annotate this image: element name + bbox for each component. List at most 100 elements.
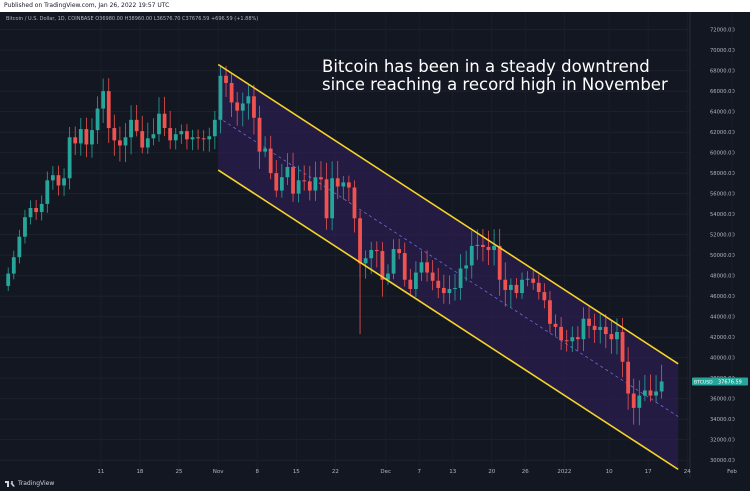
candle[interactable] [307, 181, 312, 191]
candle[interactable] [414, 272, 418, 289]
candle[interactable] [430, 272, 435, 281]
candle[interactable] [319, 177, 323, 180]
candle[interactable] [168, 128, 173, 141]
candle[interactable] [212, 119, 217, 137]
tradingview-logo[interactable]: TradingView [5, 480, 54, 487]
candle[interactable] [84, 129, 89, 145]
candle[interactable] [514, 284, 519, 294]
candle[interactable] [6, 273, 11, 286]
candle[interactable] [95, 108, 100, 131]
candle[interactable] [592, 325, 597, 330]
candle[interactable] [520, 279, 524, 294]
candle[interactable] [346, 182, 351, 188]
candle[interactable] [252, 96, 256, 118]
candle[interactable] [201, 138, 206, 140]
channel-upper-line[interactable] [217, 63, 679, 365]
candle[interactable] [458, 268, 463, 288]
candle[interactable] [564, 340, 569, 342]
candle[interactable] [112, 128, 117, 141]
candle[interactable] [196, 137, 200, 139]
candle[interactable] [441, 287, 446, 294]
candle[interactable] [492, 245, 496, 251]
candle[interactable] [469, 245, 474, 266]
candle[interactable] [218, 75, 223, 120]
candle[interactable] [408, 279, 413, 289]
candle[interactable] [397, 249, 402, 254]
candle[interactable] [45, 180, 50, 204]
candle[interactable] [123, 137, 128, 146]
candle[interactable] [235, 102, 240, 111]
candle[interactable] [62, 178, 66, 186]
candle[interactable] [140, 131, 145, 148]
candle[interactable] [453, 287, 457, 289]
candle[interactable] [145, 138, 150, 148]
candle[interactable] [106, 91, 111, 129]
candle[interactable] [296, 180, 301, 194]
candle[interactable] [352, 187, 357, 219]
candle[interactable] [268, 148, 273, 174]
candle[interactable] [335, 178, 340, 187]
candle[interactable] [246, 96, 251, 104]
candle[interactable] [101, 91, 106, 109]
candle[interactable] [118, 140, 122, 146]
candle[interactable] [497, 245, 502, 280]
candle[interactable] [28, 208, 33, 218]
candle[interactable] [263, 148, 268, 152]
candle[interactable] [17, 236, 22, 258]
candle[interactable] [626, 361, 631, 394]
candle[interactable] [542, 292, 547, 301]
candle[interactable] [302, 180, 307, 182]
candle[interactable] [575, 337, 580, 340]
candle[interactable] [475, 244, 480, 246]
candle[interactable] [615, 332, 619, 340]
candle[interactable] [374, 250, 379, 252]
candle[interactable] [531, 278, 536, 283]
candle[interactable] [190, 137, 195, 140]
candle[interactable] [151, 134, 156, 139]
candle[interactable] [447, 288, 452, 294]
candle[interactable] [50, 175, 55, 181]
candle[interactable] [481, 244, 485, 247]
candle[interactable] [637, 395, 642, 408]
candle[interactable] [90, 130, 94, 145]
candle[interactable] [129, 119, 133, 138]
candle[interactable] [642, 390, 647, 396]
candle[interactable] [324, 179, 329, 219]
candle[interactable] [157, 113, 161, 135]
candle[interactable] [240, 103, 245, 111]
candle[interactable] [631, 393, 636, 408]
candle[interactable] [391, 249, 396, 274]
candle[interactable] [313, 177, 318, 191]
candle[interactable] [559, 326, 564, 341]
candle[interactable] [598, 326, 603, 330]
candle[interactable] [581, 318, 586, 340]
candle[interactable] [185, 131, 189, 140]
candle[interactable] [179, 131, 184, 135]
candle[interactable] [78, 129, 83, 144]
candle[interactable] [207, 136, 212, 140]
candle[interactable] [279, 177, 284, 191]
price-chart[interactable]: 30000.0032000.0034000.0036000.0038000.00… [0, 12, 750, 478]
candle[interactable] [648, 390, 653, 396]
candle[interactable] [525, 278, 530, 280]
candle[interactable] [553, 323, 558, 327]
candle[interactable] [23, 217, 27, 237]
candle[interactable] [363, 258, 368, 264]
candle[interactable] [570, 337, 575, 342]
candle[interactable] [536, 282, 541, 293]
candle[interactable] [285, 167, 290, 178]
candle[interactable] [162, 113, 167, 129]
candle[interactable] [419, 262, 424, 273]
candle[interactable] [291, 167, 295, 194]
candle[interactable] [386, 273, 390, 280]
candle[interactable] [508, 284, 513, 290]
candle[interactable] [503, 279, 508, 290]
candle[interactable] [603, 326, 608, 335]
candle[interactable] [425, 262, 429, 273]
candle[interactable] [173, 134, 178, 141]
candle[interactable] [330, 178, 335, 219]
candle[interactable] [659, 381, 664, 392]
candle[interactable] [257, 117, 262, 152]
candle[interactable] [224, 75, 228, 83]
candle[interactable] [369, 250, 374, 259]
